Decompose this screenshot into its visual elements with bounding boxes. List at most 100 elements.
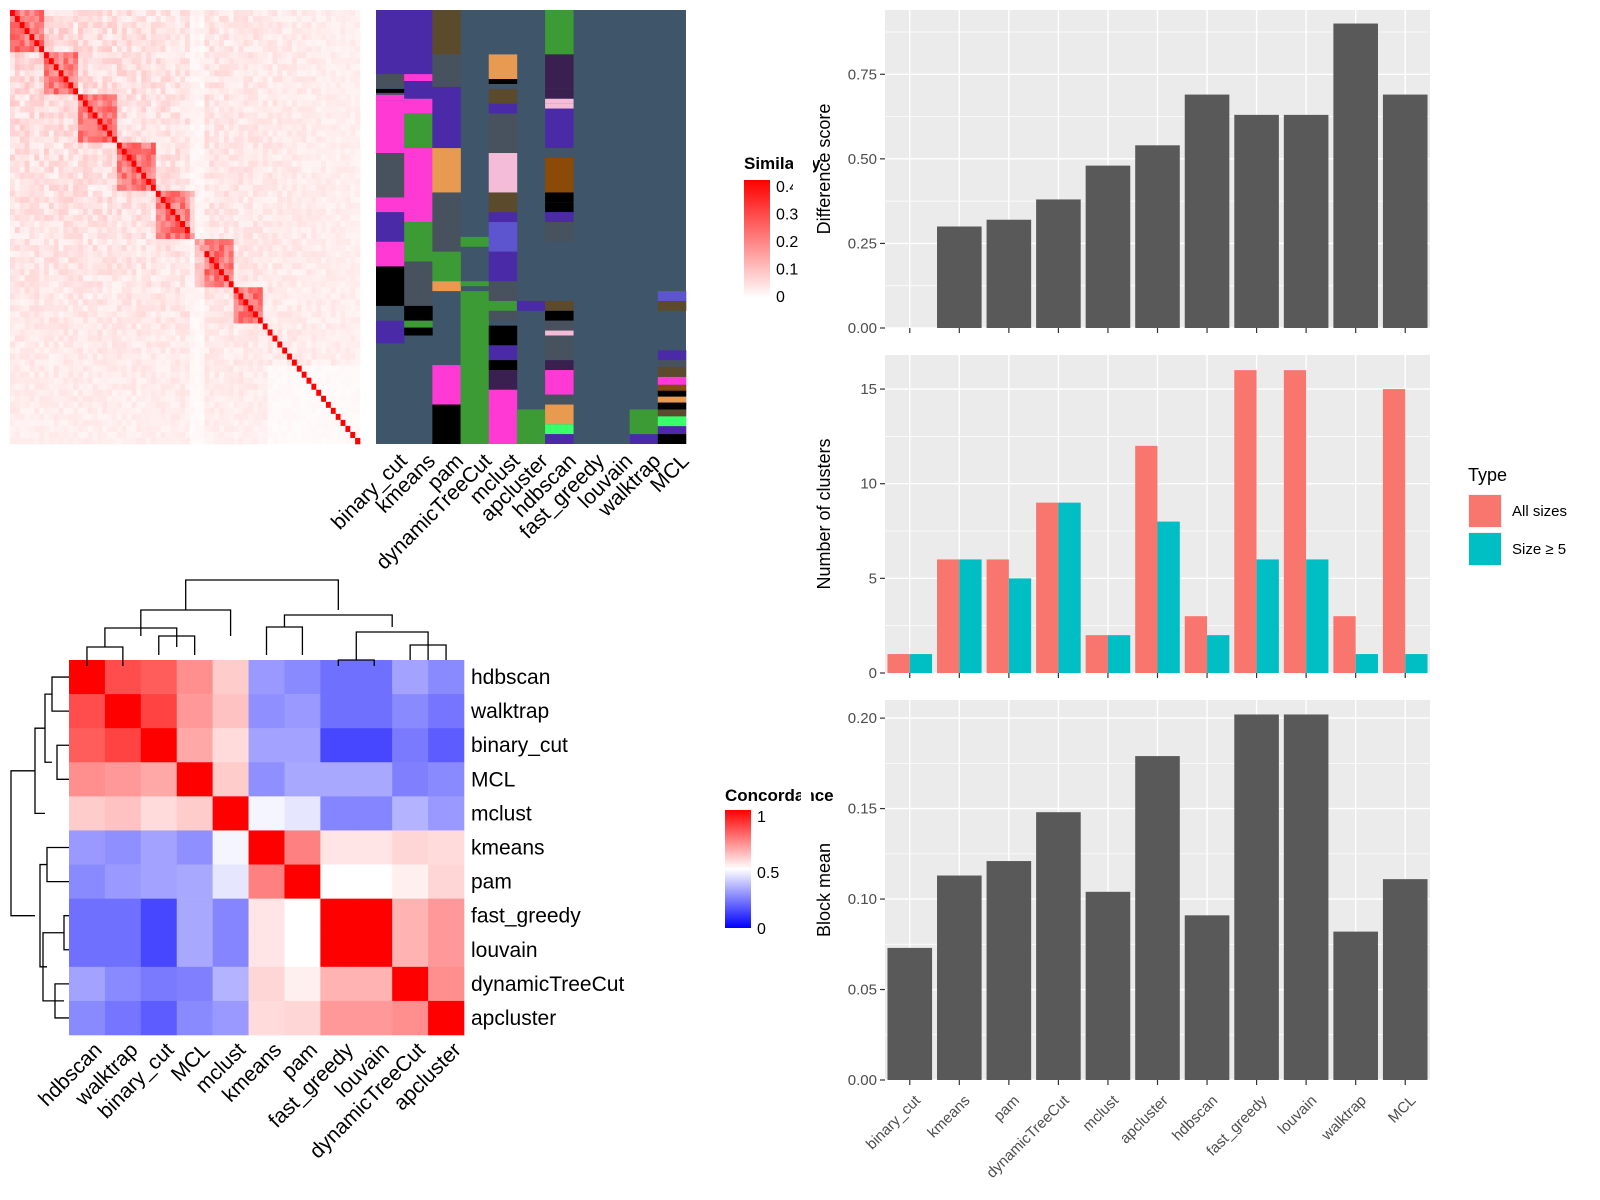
similarity-cell: [301, 106, 307, 113]
similarity-cell: [82, 184, 89, 192]
similarity-cell: [126, 275, 132, 282]
similarity-cell: [291, 401, 298, 409]
similarity-cell: [223, 233, 230, 240]
similarity-cell: [82, 16, 89, 23]
similarity-cell: [131, 383, 137, 391]
similarity-cell: [160, 40, 166, 47]
similarity-cell: [116, 202, 123, 210]
similarity-cell: [165, 88, 171, 95]
similarity-cell: [316, 371, 322, 378]
similarity-cell: [301, 172, 307, 180]
similarity-cell: [330, 10, 336, 17]
similarity-cell: [214, 178, 220, 186]
similarity-cell: [243, 263, 249, 270]
similarity-cell: [136, 196, 142, 204]
similarity-cell: [29, 359, 35, 366]
similarity-cell: [10, 166, 16, 174]
similarity-cell: [78, 347, 84, 354]
similarity-cell: [345, 305, 351, 312]
similarity-cell: [325, 88, 332, 95]
similarity-cell: [107, 142, 113, 149]
similarity-cell: [287, 82, 293, 89]
similarity-cell: [228, 220, 234, 228]
similarity-cell: [136, 136, 142, 143]
similarity-cell: [107, 16, 113, 23]
similarity-cell: [228, 251, 234, 258]
similarity-cell: [39, 299, 45, 306]
similarity-cell: [97, 407, 103, 415]
similarity-cell: [301, 52, 307, 59]
similarity-cell: [24, 16, 30, 23]
similarity-cell: [267, 94, 273, 101]
similarity-cell: [253, 40, 259, 47]
similarity-cell: [175, 148, 181, 155]
similarity-cell: [121, 142, 127, 149]
similarity-cell: [78, 46, 84, 53]
similarity-cell: [160, 269, 166, 276]
similarity-cell: [185, 419, 191, 427]
similarity-cell: [316, 305, 322, 312]
similarity-cell: [155, 64, 161, 71]
similarity-cell: [131, 275, 137, 282]
similarity-cell: [170, 371, 176, 378]
similarity-cell: [257, 142, 264, 149]
similarity-cell: [253, 275, 259, 282]
similarity-cell: [19, 269, 25, 276]
similarity-cell: [330, 184, 336, 192]
similarity-cell: [136, 281, 142, 288]
similarity-cell: [291, 335, 298, 342]
similarity-cell: [209, 227, 215, 234]
similarity-cell: [214, 365, 220, 372]
similarity-cell: [296, 341, 302, 348]
similarity-cell: [291, 227, 298, 234]
similarity-cell: [92, 377, 98, 385]
similarity-cell: [340, 106, 346, 113]
similarity-cell: [58, 184, 64, 192]
similarity-cell: [209, 190, 215, 198]
similarity-cell: [146, 28, 152, 35]
similarity-cell: [204, 401, 210, 409]
similarity-cell: [345, 64, 351, 71]
similarity-cell: [301, 184, 307, 192]
similarity-cell: [29, 389, 35, 397]
similarity-cell: [219, 275, 225, 282]
similarity-cell: [34, 293, 40, 300]
similarity-cell: [170, 329, 176, 336]
similarity-cell: [248, 76, 254, 83]
similarity-cell: [131, 353, 137, 360]
similarity-cell: [355, 251, 361, 258]
similarity-cell: [355, 341, 361, 348]
similarity-cell: [160, 311, 166, 318]
similarity-cell: [301, 208, 307, 216]
similarity-cell: [78, 70, 84, 77]
similarity-cell: [209, 136, 215, 143]
similarity-cell: [126, 329, 132, 336]
similarity-cell: [287, 10, 293, 17]
similarity-cell: [126, 299, 132, 306]
similarity-cell: [345, 46, 351, 53]
similarity-cell: [24, 208, 30, 216]
similarity-cell: [112, 245, 118, 252]
similarity-cell: [214, 239, 220, 246]
similarity-cell: [325, 196, 332, 204]
similarity-cell: [223, 214, 230, 222]
similarity-cell: [155, 160, 161, 168]
similarity-cell: [19, 208, 25, 216]
similarity-cell: [121, 377, 127, 385]
similarity-cell: [291, 160, 298, 168]
similarity-cell: [155, 359, 161, 366]
similarity-cell: [223, 142, 230, 149]
similarity-cell: [92, 329, 98, 336]
similarity-cell: [301, 34, 307, 41]
similarity-cell: [73, 293, 79, 300]
similarity-cell: [146, 52, 152, 59]
similarity-cell: [277, 401, 283, 409]
similarity-cell: [146, 40, 152, 47]
similarity-cell: [330, 94, 336, 101]
similarity-cell: [29, 317, 35, 324]
similarity-cell: [219, 365, 225, 372]
similarity-cell: [102, 227, 108, 234]
similarity-cell: [121, 257, 127, 264]
similarity-cell: [209, 52, 215, 59]
similarity-cell: [131, 227, 137, 234]
